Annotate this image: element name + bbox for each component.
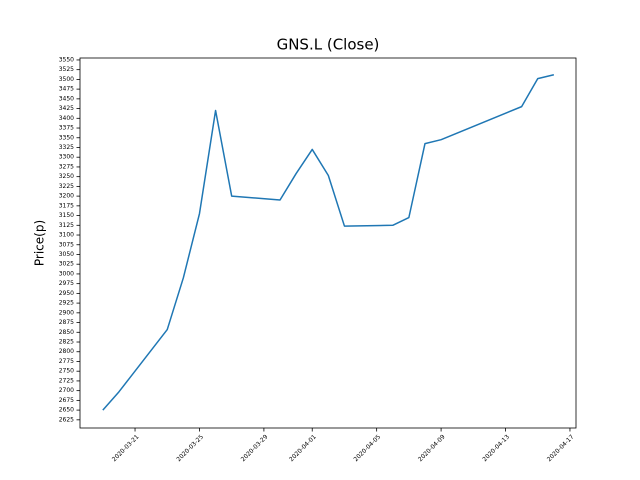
y-tick-label: 3125 <box>59 222 74 229</box>
y-tick-label: 3150 <box>59 212 74 219</box>
y-tick-label: 3525 <box>59 66 74 73</box>
y-tick-label: 2900 <box>59 309 74 316</box>
y-tick-label: 2875 <box>59 319 74 326</box>
y-tick-label: 3400 <box>59 115 74 122</box>
y-tick-label: 2725 <box>59 377 74 384</box>
axes-frame <box>79 57 577 429</box>
y-tick-label: 2825 <box>59 339 74 346</box>
y-tick-label: 3475 <box>59 86 74 93</box>
y-tick-label: 3275 <box>59 163 74 170</box>
y-tick-label: 3200 <box>59 193 74 200</box>
y-tick-label: 2800 <box>59 348 74 355</box>
y-tick-label: 3075 <box>59 241 74 248</box>
y-tick-label: 2625 <box>59 416 74 423</box>
y-tick-label: 2925 <box>59 300 74 307</box>
line-series <box>102 74 555 411</box>
y-tick-label: 3450 <box>59 95 74 102</box>
y-tick-label: 3225 <box>59 183 74 190</box>
y-tick-label: 3025 <box>59 261 74 268</box>
y-tick-label: 3100 <box>59 232 74 239</box>
y-tick-label: 3300 <box>59 154 74 161</box>
y-tick-label: 3175 <box>59 202 74 209</box>
y-tick-label: 2950 <box>59 290 74 297</box>
y-tick-label: 3250 <box>59 173 74 180</box>
y-tick-label: 2775 <box>59 358 74 365</box>
y-tick-label: 2750 <box>59 368 74 375</box>
y-tick-label: 3425 <box>59 105 74 112</box>
y-tick-label: 3000 <box>59 270 74 277</box>
y-tick-label: 3050 <box>59 251 74 258</box>
y-tick-label: 3500 <box>59 76 74 83</box>
y-axis-label: Price(p) <box>33 220 47 266</box>
y-tick-label: 2850 <box>59 329 74 336</box>
y-tick-label: 3550 <box>59 56 74 63</box>
y-tick-label: 3325 <box>59 144 74 151</box>
y-tick-label: 2675 <box>59 397 74 404</box>
y-tick-label: 2650 <box>59 407 74 414</box>
y-tick-label: 3375 <box>59 125 74 132</box>
chart-title: GNS.L (Close) <box>277 36 380 54</box>
y-tick-label: 3350 <box>59 134 74 141</box>
y-tick-label: 2975 <box>59 280 74 287</box>
y-tick-label: 2700 <box>59 387 74 394</box>
